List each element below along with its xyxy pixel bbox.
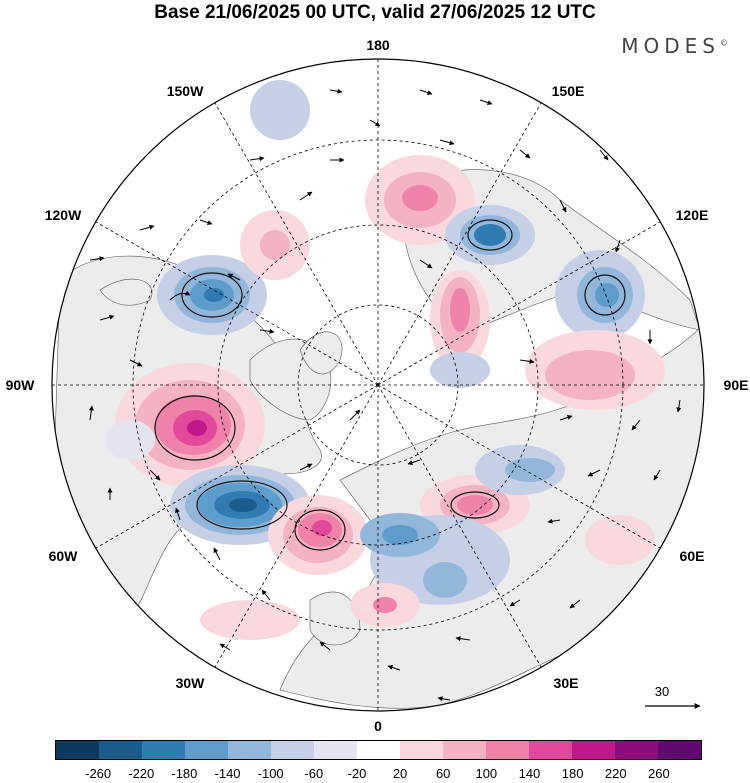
colorbar-swatch	[486, 741, 529, 759]
colorbar-swatch	[142, 741, 185, 759]
colorbar-tick-label: 140	[518, 766, 541, 781]
colorbar-tick-label: -140	[214, 766, 241, 781]
lon-label-180: 180	[366, 37, 390, 53]
map-boundary	[51, 58, 705, 712]
colorbar-tick-label: -180	[171, 766, 198, 781]
colorbar-swatch	[56, 741, 99, 759]
colorbar-tick-label: 100	[475, 766, 498, 781]
colorbar-labels: -260 -220 -180 -140 -100 -60 -20 20 60 100 140 180 2…	[0, 766, 750, 782]
colorbar-swatch	[185, 741, 228, 759]
colorbar-tick-label: -100	[257, 766, 284, 781]
lon-label-30e: 30E	[553, 675, 579, 691]
lon-label-60e: 60E	[679, 548, 705, 564]
lon-label-120w: 120W	[44, 207, 82, 223]
colorbar-tick-label: 260	[648, 766, 670, 781]
lon-label-30w: 30W	[175, 675, 205, 691]
colorbar-swatch	[400, 741, 443, 759]
lon-label-90w: 90W	[5, 377, 35, 393]
wind-vectors	[88, 88, 682, 702]
anomaly-contours	[154, 219, 626, 551]
lon-label-60w: 60W	[48, 548, 78, 564]
colorbar-swatch	[357, 741, 400, 759]
colorbar-swatch	[443, 741, 486, 759]
colorbar-tick-label: -60	[304, 766, 324, 781]
colorbar-tick-label: -20	[347, 766, 367, 781]
colorbar-tick-label: -220	[128, 766, 155, 781]
colorbar-swatch	[271, 741, 314, 759]
anomaly-fields	[105, 80, 665, 640]
colorbar-swatch	[615, 741, 658, 759]
colorbar-swatch	[572, 741, 615, 759]
brand-logo: MODES©	[621, 34, 728, 58]
vector-scale-label: 30	[654, 684, 670, 699]
chart-title: Base 21/06/2025 00 UTC, valid 27/06/2025…	[154, 2, 596, 23]
colorbar-tick-label: -260	[85, 766, 112, 781]
colorbar-tick-label: 60	[435, 766, 451, 781]
lon-label-150w: 150W	[166, 83, 204, 99]
lon-label-0: 0	[374, 718, 382, 734]
colorbar-swatch	[658, 741, 701, 759]
colorbar-tick-label: 180	[561, 766, 584, 781]
colorbar-swatch	[99, 741, 142, 759]
colorbar-swatch	[228, 741, 271, 759]
lon-label-150e: 150E	[551, 83, 585, 99]
lon-label-90e: 90E	[723, 377, 749, 393]
colorbar-swatch	[529, 741, 572, 759]
colorbar-swatch	[314, 741, 357, 759]
colorbar-tick-label: 220	[604, 766, 627, 781]
colorbar-tick-label: 20	[392, 766, 408, 781]
lon-label-120e: 120E	[675, 207, 709, 223]
colorbar	[55, 740, 702, 760]
graticule	[52, 59, 704, 711]
